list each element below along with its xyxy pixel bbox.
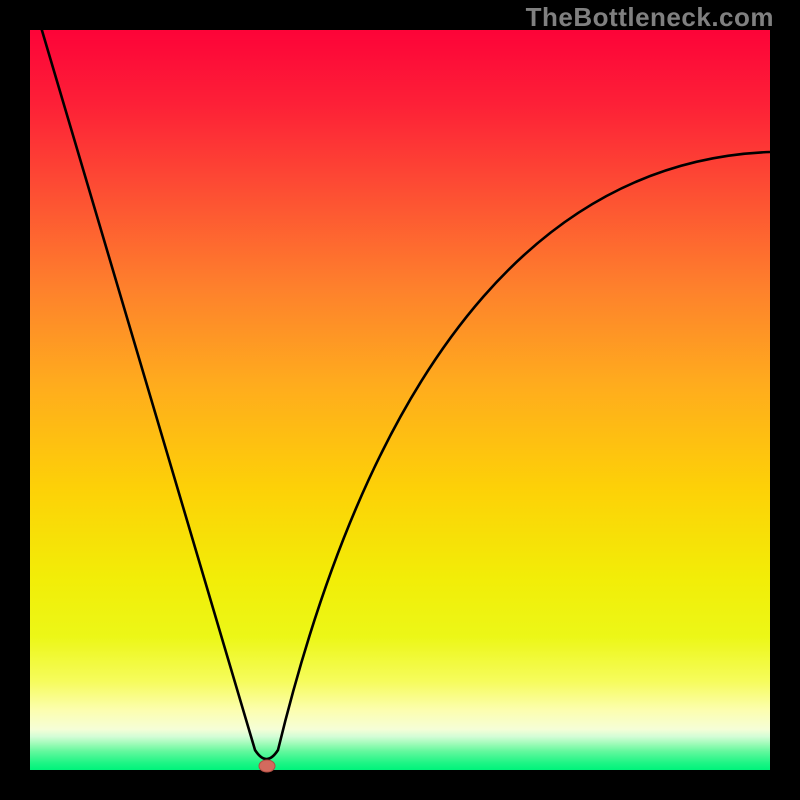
gradient-background [30, 30, 770, 770]
watermark-text: TheBottleneck.com [526, 2, 774, 33]
bottleneck-curve-plot [0, 0, 800, 800]
optimum-marker [259, 760, 275, 772]
